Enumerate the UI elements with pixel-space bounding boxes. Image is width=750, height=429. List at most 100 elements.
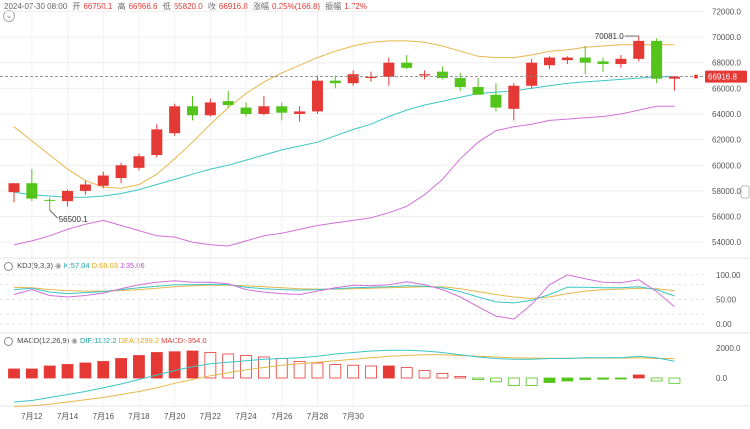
candle-body (615, 58, 627, 64)
candle-body (169, 106, 181, 134)
candle-body (490, 94, 502, 108)
settings-icon[interactable] (4, 261, 13, 271)
kdj-k-value: K:57.04 (63, 261, 90, 270)
kdj-j-value: J:35.06 (120, 261, 145, 270)
change-label: 涨幅 (253, 2, 270, 11)
x-tick-label: 7月18 (128, 412, 150, 421)
current-price-label: 66916.8 (708, 73, 737, 82)
close-label: 收 (207, 2, 216, 11)
macd-histogram-bar (650, 377, 663, 382)
price-tick-label: 62000.0 (712, 136, 741, 145)
macd-histogram-bar (597, 377, 609, 380)
macd-histogram-bar (293, 361, 306, 379)
candle-body (26, 183, 38, 199)
macd-tick-label: 2000.0 (716, 344, 741, 353)
macd-tick-label: 0.0 (716, 374, 728, 383)
kdj-tick-label: 50.00 (716, 295, 737, 304)
candle-body (276, 106, 288, 113)
kdj-legend[interactable]: KDJ(9,3,3) ◉ K:57.04 D:68.03 J:35.06 (4, 261, 145, 271)
x-tick-label: 7月16 (93, 412, 115, 421)
kdj-tick-label: 100.00 (716, 271, 741, 280)
settings-icon[interactable] (4, 336, 13, 346)
candle-body (62, 190, 74, 202)
scroll-handle (740, 185, 750, 199)
candle-body (436, 71, 448, 79)
macd-dea-line (13, 354, 675, 407)
min-marker-line (49, 209, 58, 219)
x-tick-label: 7月12 (21, 412, 43, 421)
close-value: 66916.8 (218, 2, 248, 11)
change-value: 0.25%(166.8) (272, 2, 321, 11)
macd-histogram-bar (61, 364, 74, 379)
candle-body (454, 78, 466, 88)
low-label: 低 (162, 2, 171, 11)
high-label: 高 (117, 2, 126, 11)
high-value: 66966.6 (128, 2, 158, 11)
x-tick-label: 7月22 (200, 412, 222, 421)
candle-body (347, 74, 359, 84)
x-tick-label: 7月26 (271, 412, 293, 421)
macd-histogram-bar (204, 352, 217, 379)
macd-dif-line (13, 349, 675, 403)
candle-body (133, 156, 145, 168)
macd-histogram-bar (490, 377, 502, 383)
candle-body (401, 62, 413, 68)
macd-histogram-bar (561, 377, 574, 382)
candle-body (597, 61, 609, 64)
candle-body (187, 106, 198, 116)
kdj-tick-label: 0.00 (716, 320, 732, 329)
candle-body (526, 62, 538, 86)
macd-histogram-bar (507, 377, 520, 386)
price-tick-label: 72000.0 (712, 7, 741, 16)
candle-body (472, 87, 484, 95)
x-tick-label: 7月24 (235, 412, 257, 421)
candle-body (294, 111, 306, 114)
candle-body (419, 74, 431, 76)
macd-histogram-bar (150, 352, 163, 379)
candle-body (365, 76, 377, 79)
macd-histogram-bar (543, 377, 556, 383)
amplitude-value: 1.72% (344, 2, 367, 11)
macd-histogram-bar (329, 364, 342, 379)
candle-body (204, 102, 216, 116)
max-price-annotation: 70081.0 (595, 32, 624, 41)
amplitude-label: 振幅 (325, 2, 342, 11)
macd-histogram-bar (43, 365, 56, 379)
price-tick-label: 58000.0 (712, 187, 741, 196)
candle-body (79, 184, 91, 191)
macd-histogram-bar (133, 355, 145, 379)
candle-body (115, 165, 127, 179)
low-value: 65820.0 (173, 2, 203, 11)
macd-histogram-bar (436, 373, 449, 379)
macd-histogram-bar (525, 377, 538, 386)
candle-body (311, 80, 323, 112)
kdj-d-line (13, 284, 675, 300)
eye-icon[interactable]: ◉ (55, 261, 62, 270)
macd-histogram-bar (275, 358, 288, 379)
candle-body (383, 62, 395, 77)
candle-body (329, 80, 341, 84)
macd-histogram-bar (418, 370, 431, 379)
open-value: 66750.1 (83, 2, 113, 11)
price-tick-label: 70000.0 (712, 33, 741, 42)
price-tick-label: 56000.0 (712, 213, 741, 222)
candle-body (651, 40, 663, 79)
macd-histogram-bar (186, 350, 199, 379)
price-tick-label: 68000.0 (712, 59, 741, 68)
collapse-chevron-icon[interactable]: ⌄ (3, 10, 15, 22)
price-tick-label: 54000.0 (712, 238, 741, 247)
eye-icon[interactable]: ◉ (71, 336, 78, 345)
min-price-annotation: 56500.1 (59, 215, 88, 224)
macd-histogram-bar (222, 353, 235, 379)
candle-body (97, 175, 109, 186)
candle-body (222, 101, 234, 105)
price-tick-label: 66000.0 (712, 84, 741, 93)
macd-histogram-bar (615, 377, 627, 380)
candle-body (8, 183, 20, 193)
macd-histogram-bar (382, 365, 395, 379)
price-tick-label: 64000.0 (712, 110, 741, 119)
upper-band-line (13, 40, 675, 189)
candle-body (240, 107, 252, 114)
candle-body (633, 40, 645, 59)
